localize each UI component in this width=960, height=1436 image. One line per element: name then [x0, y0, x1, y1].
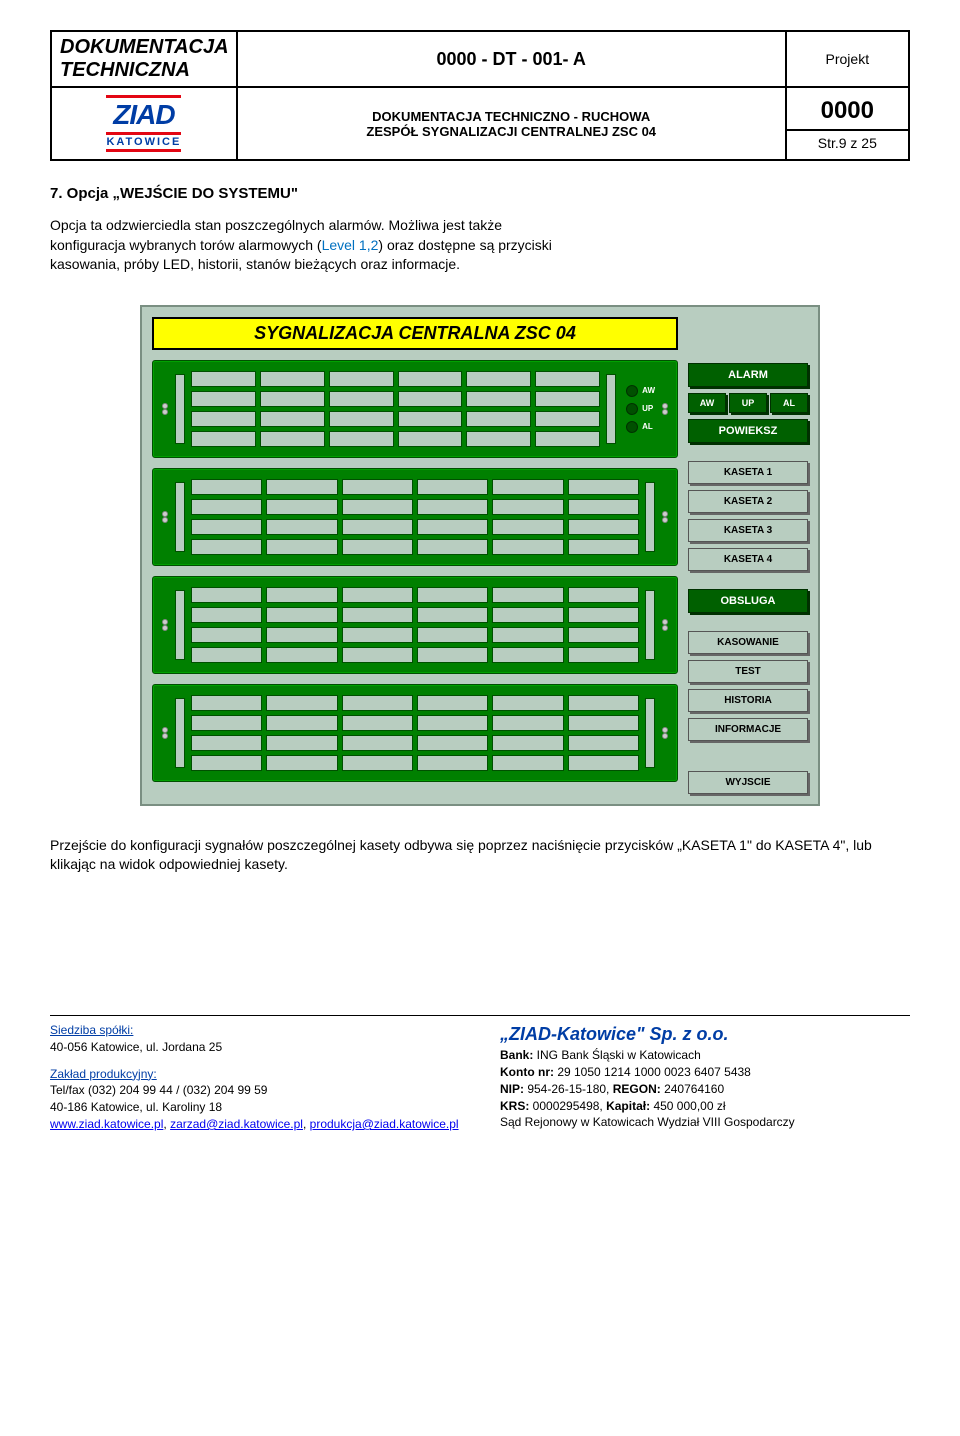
projekt-label: Projekt	[786, 31, 909, 87]
regon-v: 240764160	[661, 1082, 724, 1096]
up-button[interactable]: UP	[729, 393, 767, 413]
konto-h: Konto nr:	[500, 1065, 554, 1079]
obsluga-button[interactable]: OBSLUGA	[688, 589, 808, 613]
level-text: Level 1,2	[322, 237, 379, 253]
alarm-button[interactable]: ALARM	[688, 363, 808, 387]
kaseta-4-button[interactable]: KASETA 4	[688, 548, 808, 571]
test-button[interactable]: TEST	[688, 660, 808, 683]
kapital-h: Kapitał:	[606, 1099, 650, 1113]
bank-h: Bank:	[500, 1048, 533, 1062]
subtitle-1: DOKUMENTACJA TECHNICZNO - RUCHOWA	[246, 109, 777, 124]
informacje-button[interactable]: INFORMACJE	[688, 718, 808, 741]
page-number: Str.9 z 25	[787, 131, 908, 155]
hmi-title: SYGNALIZACJA CENTRALNA ZSC 04	[152, 317, 678, 350]
doc-code: 0000 - DT - 001- A	[237, 31, 786, 87]
tel-fax: Tel/fax (032) 204 99 44 / (032) 204 99 5…	[50, 1082, 460, 1099]
kaseta-3-button[interactable]: KASETA 3	[688, 519, 808, 542]
doc-title: DOKUMENTACJA TECHNICZNA	[51, 31, 237, 87]
p1-text: Opcja ta odzwierciedla stan poszczególny…	[50, 217, 502, 233]
paragraph-1: Opcja ta odzwierciedla stan poszczególny…	[50, 216, 910, 275]
bank-v: ING Bank Śląski w Katowicach	[533, 1048, 700, 1062]
krs-v: 0000295498,	[529, 1099, 606, 1113]
link-zarzad[interactable]: zarzad@ziad.katowice.pl	[170, 1117, 303, 1131]
header-table: DOKUMENTACJA TECHNICZNA 0000 - DT - 001-…	[50, 30, 910, 161]
link-www[interactable]: www.ziad.katowice.pl	[50, 1117, 163, 1131]
siedziba-header: Siedziba spółki:	[50, 1023, 133, 1037]
rack-kaseta[interactable]	[152, 684, 678, 782]
rack-kaseta[interactable]	[152, 576, 678, 674]
logo-bar	[106, 132, 181, 135]
aw-button[interactable]: AW	[688, 393, 726, 413]
logo-subtext: KATOWICE	[106, 136, 181, 148]
project-number: 0000	[787, 93, 908, 131]
footer-divider	[50, 1015, 910, 1016]
hmi-screenshot: SYGNALIZACJA CENTRALNA ZSC 04 AWUPAL ALA…	[140, 305, 820, 806]
al-button[interactable]: AL	[770, 393, 808, 413]
logo-text: ZIAD	[106, 99, 181, 131]
historia-button[interactable]: HISTORIA	[688, 689, 808, 712]
kasowanie-button[interactable]: KASOWANIE	[688, 631, 808, 654]
rack-kaseta[interactable]: AWUPAL	[152, 360, 678, 458]
zaklad-header: Zakład produkcyjny:	[50, 1067, 157, 1081]
kapital-v: 450 000,00 zł	[650, 1099, 725, 1113]
logo-bar	[106, 149, 181, 152]
rack-kaseta[interactable]	[152, 468, 678, 566]
subtitle-2: ZESPÓŁ SYGNALIZACJI CENTRALNEJ ZSC 04	[246, 124, 777, 139]
logo: ZIAD KATOWICE	[106, 94, 181, 153]
section-title: 7. Opcja „WEJŚCIE DO SYSTEMU"	[50, 185, 910, 202]
project-num-cell: 0000 Str.9 z 25	[786, 87, 909, 160]
kaseta-1-button[interactable]: KASETA 1	[688, 461, 808, 484]
p2a-text: konfiguracja wybranych torów alarmowych …	[50, 237, 322, 253]
logo-cell: ZIAD KATOWICE	[51, 87, 237, 160]
kaseta-2-button[interactable]: KASETA 2	[688, 490, 808, 513]
nip-h: NIP:	[500, 1082, 524, 1096]
logo-bar	[106, 95, 181, 98]
link-produkcja[interactable]: produkcja@ziad.katowice.pl	[310, 1117, 459, 1131]
krs-h: KRS:	[500, 1099, 529, 1113]
p3-text: kasowania, próby LED, historii, stanów b…	[50, 256, 460, 272]
zaklad-addr: 40-186 Katowice, ul. Karoliny 18	[50, 1099, 460, 1116]
wyjscie-button[interactable]: WYJSCIE	[688, 771, 808, 794]
siedziba-addr: 40-056 Katowice, ul. Jordana 25	[50, 1039, 460, 1056]
doc-subtitle: DOKUMENTACJA TECHNICZNO - RUCHOWA ZESPÓŁ…	[237, 87, 786, 160]
nip-v: 954-26-15-180,	[524, 1082, 613, 1096]
paragraph-after: Przejście do konfiguracji sygnałów poszc…	[50, 836, 910, 875]
powieksz-button[interactable]: POWIEKSZ	[688, 419, 808, 443]
konto-v: 29 1050 1214 1000 0023 6407 5438	[554, 1065, 751, 1079]
regon-h: REGON:	[613, 1082, 661, 1096]
sad-text: Sąd Rejonowy w Katowicach Wydział VIII G…	[500, 1114, 910, 1131]
footer: Siedziba spółki: 40-056 Katowice, ul. Jo…	[50, 1015, 910, 1133]
company-name: „ZIAD-Katowice" Sp. z o.o.	[500, 1022, 910, 1047]
p2b-text: ) oraz dostępne są przyciski	[378, 237, 552, 253]
